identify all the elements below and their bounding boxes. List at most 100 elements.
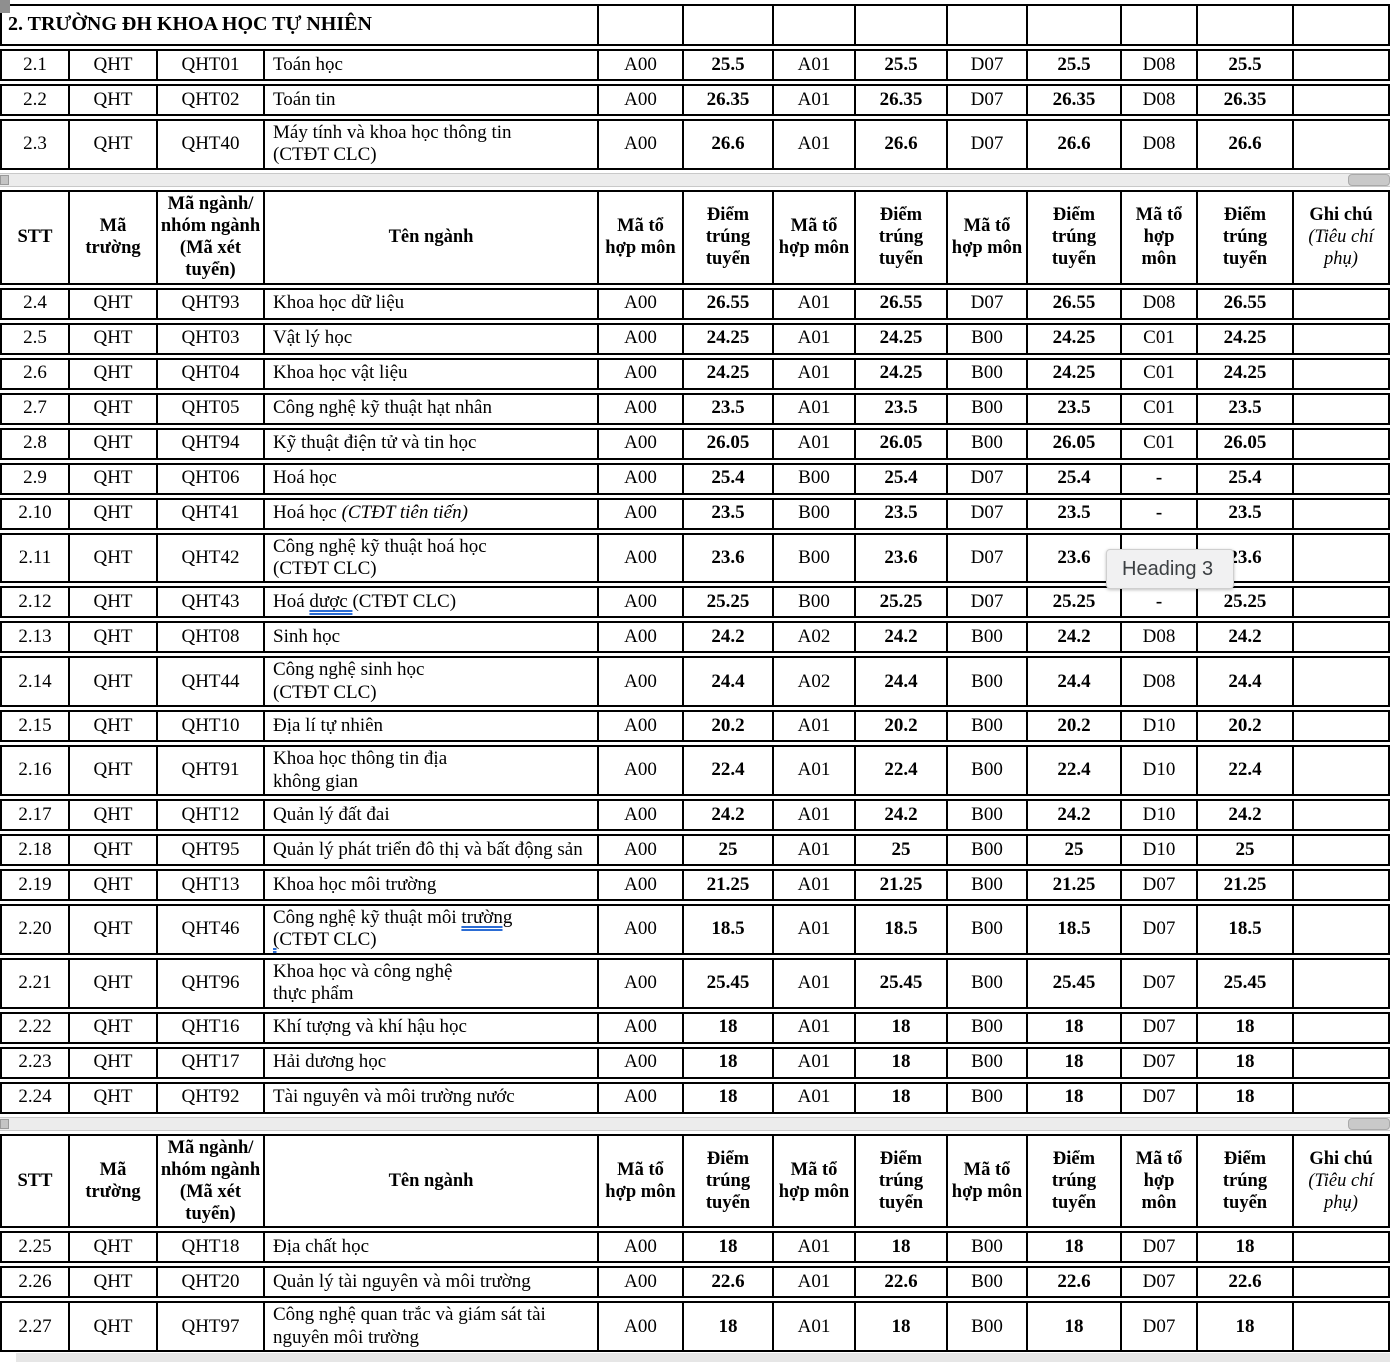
cell-stt: 2.14	[2, 658, 68, 706]
cell-score: 24.2	[1198, 623, 1292, 652]
cell-major-code: QHT06	[158, 464, 263, 493]
cell-major-code: QHT91	[158, 747, 263, 794]
cell-score: 22.4	[1198, 747, 1292, 794]
cell-major-name: Quản lý phát triển đô thị và bất động sả…	[265, 836, 597, 864]
cell-score: 22.6	[1028, 1268, 1120, 1297]
cell-combo-code: B00	[948, 836, 1026, 864]
cell-note	[1294, 51, 1388, 79]
cell-combo-code: D07	[948, 121, 1026, 168]
cell-combo-code: D07	[948, 86, 1026, 114]
cell-score: 26.05	[1198, 429, 1292, 458]
table-row: 2.9 QHT QHT06 Hoá học A00 25.4 B00 25.4 …	[0, 462, 1390, 495]
cell-score: 24.2	[684, 801, 772, 829]
cell-combo-code: B00	[774, 464, 854, 493]
cell-combo-code: D07	[1122, 1048, 1196, 1077]
cell-note	[1294, 289, 1388, 318]
cell-score: 24.25	[856, 359, 946, 388]
cell-score: 23.5	[856, 394, 946, 423]
table-section-bottom: STT Mã trường Mã ngành/ nhóm ngành (Mã x…	[0, 1133, 1390, 1353]
cell-combo-code: A01	[774, 429, 854, 458]
major-name: Khoa học môi trường	[273, 874, 436, 896]
cell-combo-code: D07	[948, 588, 1026, 617]
cell-note	[1294, 394, 1388, 423]
cell-combo-code: D07	[1122, 959, 1196, 1007]
cell-score: 18	[856, 1303, 946, 1351]
cell-score: 24.25	[856, 324, 946, 353]
empty-cell	[1294, 6, 1388, 44]
major-name: Khoa học vật liệu	[273, 362, 408, 384]
cell-school-code: QHT	[70, 499, 156, 528]
cell-score: 24.2	[1198, 801, 1292, 829]
cell-school-code: QHT	[70, 394, 156, 423]
name-text: thực phẩm	[273, 983, 354, 1005]
cell-stt: 2.2	[2, 86, 68, 114]
name-text: Hoá học	[273, 467, 337, 489]
table-row: 2.2 QHT QHT02 Toán tin A00 26.35 A01 26.…	[0, 84, 1390, 116]
header-diem-4: Điểm trúng tuyển	[1198, 1135, 1292, 1227]
cell-combo-code: B00	[948, 394, 1026, 423]
section-separator	[0, 1116, 1390, 1131]
cell-note	[1294, 871, 1388, 899]
cell-score: 26.55	[1198, 289, 1292, 318]
drag-handle-left[interactable]	[0, 174, 9, 185]
drag-handle-right[interactable]	[1348, 1117, 1390, 1130]
major-name: Hoá dược (CTĐT CLC)	[273, 591, 456, 613]
cell-school-code: QHT	[70, 86, 156, 114]
cell-combo-code: A01	[774, 121, 854, 168]
table-row: 2.10 QHT QHT41 Hoá học (CTĐT tiên tiến) …	[0, 497, 1390, 530]
empty-cell	[599, 6, 682, 44]
major-name: Kỹ thuật điện tử và tin học	[273, 432, 476, 454]
table-section-top: 2. TRƯỜNG ĐH KHOA HỌC TỰ NHIÊN 2.1 QHT Q…	[0, 0, 1390, 170]
cell-note	[1294, 1013, 1388, 1042]
cell-score: 18	[1028, 1303, 1120, 1351]
cell-score: 25.45	[684, 959, 772, 1007]
cell-combo-code: D08	[1122, 658, 1196, 706]
cell-combo-code: A01	[774, 836, 854, 864]
cell-major-name: Quản lý tài nguyên và môi trường	[265, 1268, 597, 1297]
cell-combo-code: D07	[1122, 906, 1196, 953]
cell-combo-code: A01	[774, 394, 854, 423]
cell-score: 25.5	[684, 51, 772, 79]
cell-stt: 2.26	[2, 1268, 68, 1297]
cell-school-code: QHT	[70, 1013, 156, 1042]
drag-handle-left[interactable]	[0, 1118, 9, 1129]
cell-combo-code: A01	[774, 959, 854, 1007]
cell-score: 26.6	[684, 121, 772, 168]
cell-combo-code: B00	[948, 959, 1026, 1007]
cell-score: 26.05	[856, 429, 946, 458]
cell-major-name: Hoá dược (CTĐT CLC)	[265, 588, 597, 617]
cell-combo-code: A00	[599, 1083, 682, 1112]
cell-combo-code: A00	[599, 801, 682, 829]
cell-combo-code: B00	[948, 801, 1026, 829]
cell-score: 20.2	[1198, 712, 1292, 741]
cell-score: 18	[1028, 1083, 1120, 1112]
cell-combo-code: A00	[599, 959, 682, 1007]
name-text: Công nghệ kỹ thuật môi	[273, 907, 462, 928]
table-row: 2.8 QHT QHT94 Kỹ thuật điện tử và tin họ…	[0, 427, 1390, 460]
major-name: Sinh học	[273, 626, 340, 648]
drag-handle-right[interactable]	[1348, 173, 1390, 186]
cell-combo-code: A00	[599, 464, 682, 493]
cell-combo-code: A00	[599, 1303, 682, 1351]
cell-score: 22.4	[1028, 747, 1120, 794]
name-text: Khoa học thông tin địa	[273, 748, 448, 770]
cell-school-code: QHT	[70, 121, 156, 168]
cell-major-code: QHT04	[158, 359, 263, 388]
cell-combo-code: C01	[1122, 359, 1196, 388]
cell-major-name: Khoa học môi trường	[265, 871, 597, 899]
name-text: Khoa học vật liệu	[273, 362, 408, 384]
cell-score: 24.2	[856, 801, 946, 829]
cell-combo-code: A00	[599, 1048, 682, 1077]
bottom-strip-notch	[0, 1353, 16, 1362]
cell-score: 24.25	[1028, 359, 1120, 388]
empty-cell	[1028, 6, 1120, 44]
cell-combo-code: A00	[599, 1268, 682, 1297]
cell-combo-code: D08	[1122, 121, 1196, 168]
cell-combo-code: D10	[1122, 712, 1196, 741]
cell-score: 23.6	[684, 534, 772, 582]
cell-note	[1294, 86, 1388, 114]
cell-major-code: QHT92	[158, 1083, 263, 1112]
table-header-row: STT Mã trường Mã ngành/ nhóm ngành (Mã x…	[0, 189, 1390, 285]
table-row: 2.1 QHT QHT01 Toán học A00 25.5 A01 25.5…	[0, 49, 1390, 81]
cell-combo-code: B00	[948, 906, 1026, 953]
